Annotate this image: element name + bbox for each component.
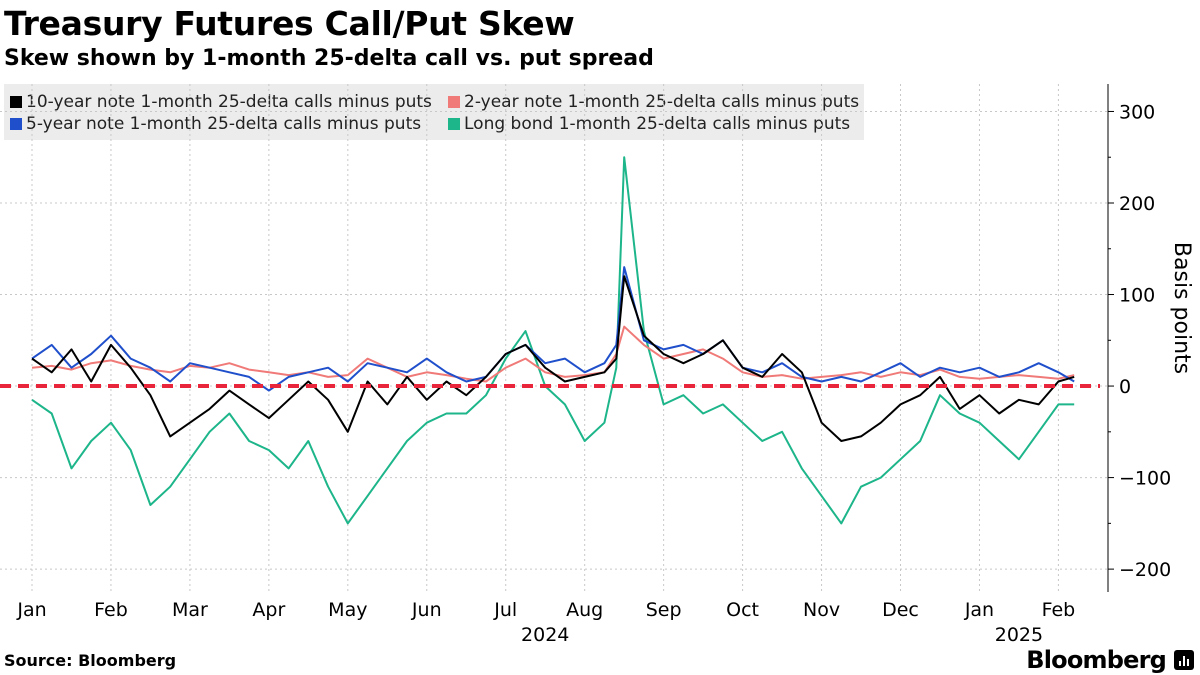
legend-item-5-year: 5-year note 1-month 25-delta calls minus… (10, 114, 421, 134)
y-tick-label: 0 (1119, 376, 1131, 398)
x-tick-label: Jun (411, 599, 442, 621)
chart-subtitle: Skew shown by 1-month 25-delta call vs. … (4, 46, 654, 71)
legend-swatch-long-bond (448, 118, 460, 130)
y-tick-label: 300 (1119, 101, 1155, 123)
legend-label-5-year: 5-year note 1-month 25-delta calls minus… (26, 114, 422, 134)
legend-label-2-year: 2-year note 1-month 25-delta calls minus… (464, 92, 860, 112)
legend-label-long-bond: Long bond 1-month 25-delta calls minus p… (464, 114, 851, 134)
x-tick-label: Sep (646, 599, 682, 621)
x-year-label: 2024 (521, 624, 569, 646)
series-line-2 (31, 266, 1075, 392)
y-axis-label: Basis points (1169, 242, 1194, 374)
y-tick-label: 200 (1119, 193, 1155, 215)
legend-item-10-year: 10-year note 1-month 25-delta calls minu… (10, 92, 432, 112)
series-line-3 (31, 156, 1075, 525)
y-axis: 300 200 100 0 −100 −200 Basis points (1107, 84, 1194, 592)
legend-item-long-bond: Long bond 1-month 25-delta calls minus p… (448, 114, 850, 134)
legend-swatch-2-year (448, 96, 460, 108)
legend-item-2-year: 2-year note 1-month 25-delta calls minus… (448, 92, 859, 112)
x-tick-label: Oct (726, 599, 759, 621)
x-tick-label: Dec (882, 599, 919, 621)
legend-swatch-5-year (10, 118, 22, 130)
x-tick-label: Feb (94, 599, 128, 621)
legend-swatch-10-year (10, 96, 22, 108)
x-tick-label: Nov (803, 599, 840, 621)
series-lines (0, 156, 1100, 525)
series-line-0 (31, 275, 1075, 442)
chart-legend: 10-year note 1-month 25-delta calls minu… (4, 84, 864, 140)
x-tick-label: Apr (252, 599, 285, 621)
x-axis: Jan Feb Mar Apr May Jun Jul Aug Sep Oct Nov Dec Jan F… (16, 599, 1075, 646)
x-tick-label: May (328, 599, 367, 621)
source-note: Source: Bloomberg (4, 651, 177, 670)
series-line-1 (31, 325, 1075, 383)
y-tick-label: 100 (1119, 285, 1155, 307)
x-year-label: 2025 (995, 624, 1043, 646)
y-tick-label: −100 (1119, 468, 1171, 490)
x-tick-label: Mar (172, 599, 208, 621)
x-tick-label: Jan (964, 599, 994, 621)
legend-label-10-year: 10-year note 1-month 25-delta calls minu… (26, 92, 432, 112)
bloomberg-chart-icon (1174, 650, 1194, 670)
x-tick-label: Jul (493, 599, 517, 621)
bloomberg-logo: Bloomberg (1026, 646, 1167, 674)
x-tick-label: Feb (1042, 599, 1076, 621)
x-tick-label: Aug (566, 599, 603, 621)
y-tick-label: −200 (1119, 559, 1171, 581)
x-tick-label: Jan (16, 599, 46, 621)
chart-title: Treasury Futures Call/Put Skew (4, 4, 575, 43)
grid-lines (0, 84, 1108, 592)
